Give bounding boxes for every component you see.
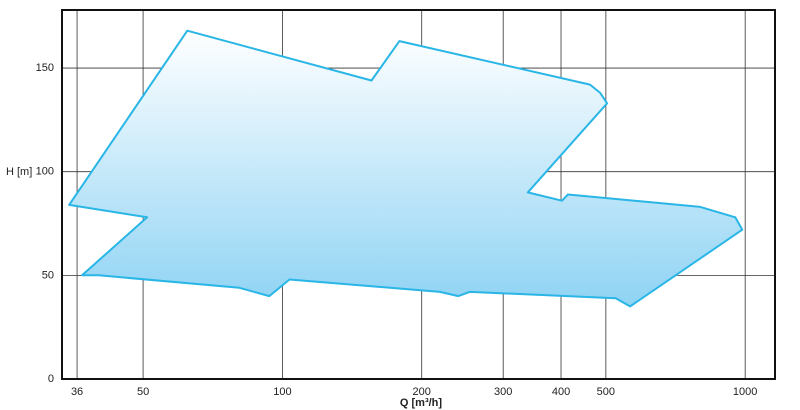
plot-frame xyxy=(61,9,776,380)
x-tick-label: 36 xyxy=(71,386,83,398)
y-tick-label: 150 xyxy=(36,62,54,74)
y-tick-label: 0 xyxy=(48,373,54,385)
x-tick-label: 400 xyxy=(552,386,570,398)
x-tick-label: 200 xyxy=(413,386,431,398)
x-tick-label: 50 xyxy=(137,386,149,398)
x-axis-label: Q [m³/h] xyxy=(400,397,442,409)
y-tick-label: 50 xyxy=(42,269,54,281)
x-tick-label: 300 xyxy=(494,386,512,398)
y-axis-label: H [m] xyxy=(6,166,32,178)
x-tick-label: 100 xyxy=(273,386,291,398)
x-tick-label: 1000 xyxy=(733,386,757,398)
x-tick-label: 500 xyxy=(597,386,615,398)
envelope-area xyxy=(68,29,744,308)
y-tick-label: 100 xyxy=(36,166,54,178)
